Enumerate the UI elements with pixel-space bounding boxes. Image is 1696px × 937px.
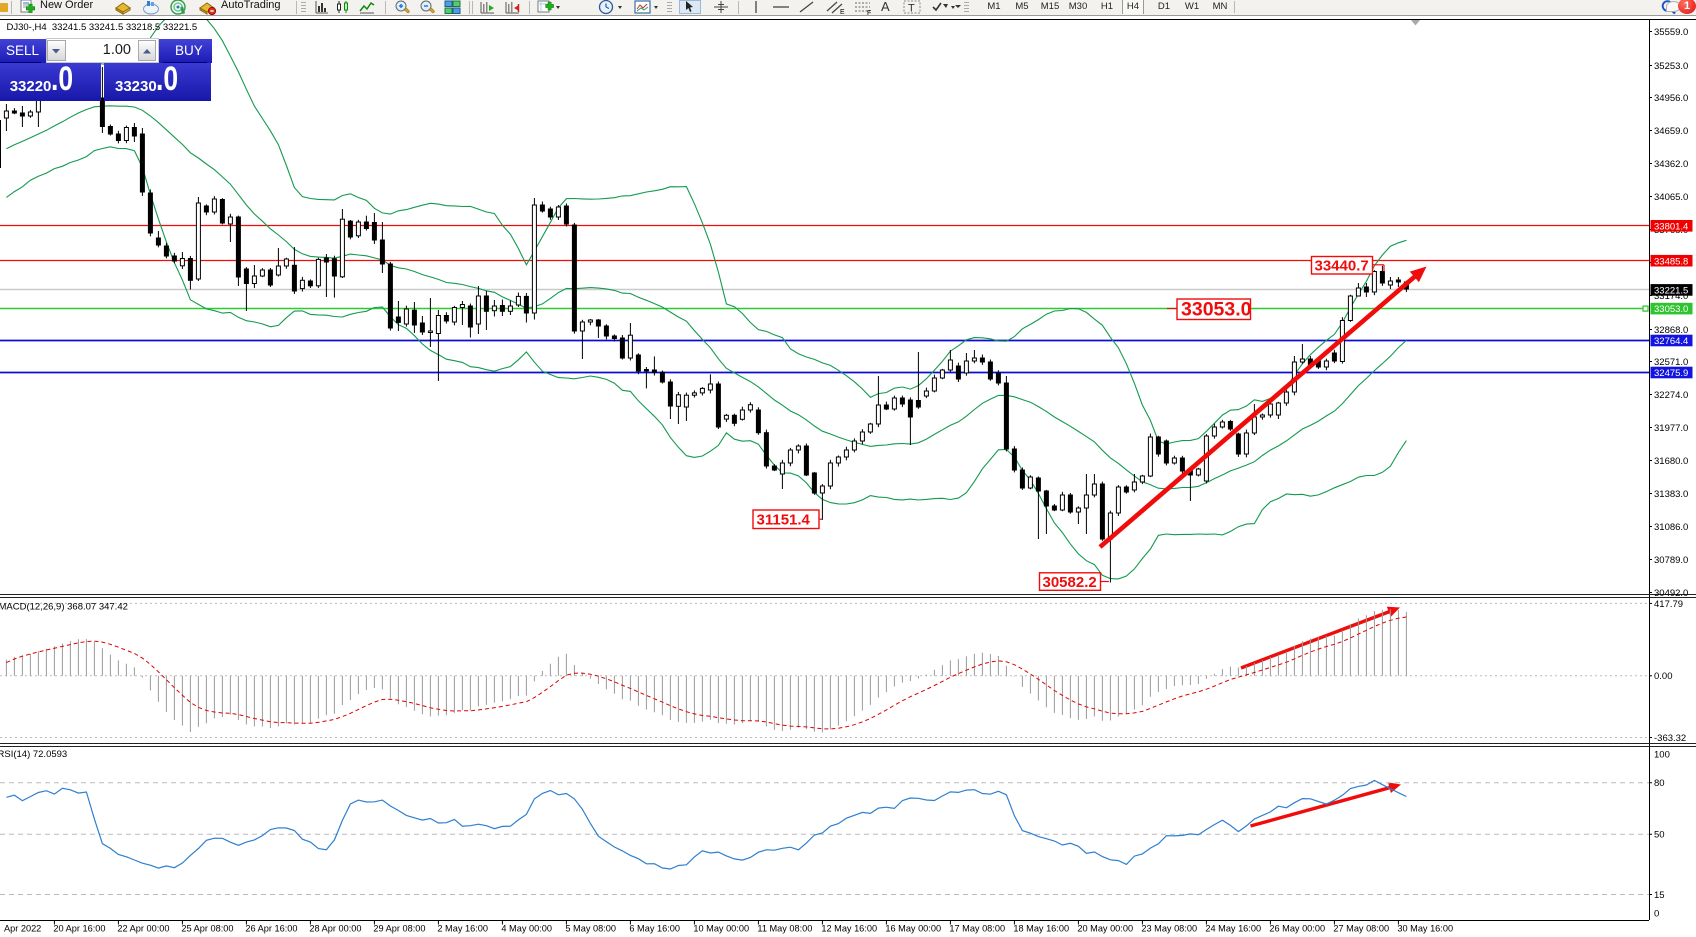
svg-text:417.79: 417.79 <box>1654 599 1683 610</box>
svg-text:27 May 08:00: 27 May 08:00 <box>1333 924 1389 934</box>
svg-text:32571.0: 32571.0 <box>1654 357 1688 368</box>
svg-text:28 Apr 00:00: 28 Apr 00:00 <box>309 924 361 934</box>
svg-text:30 May 16:00: 30 May 16:00 <box>1397 924 1453 934</box>
svg-text:26 May 00:00: 26 May 00:00 <box>1269 924 1325 934</box>
svg-text:E: E <box>840 9 845 15</box>
svg-text:2 May 16:00: 2 May 16:00 <box>437 924 488 934</box>
svg-text:33801.4: 33801.4 <box>1654 221 1688 232</box>
svg-text:32274.0: 32274.0 <box>1654 390 1688 401</box>
svg-text:22 Apr 00:00: 22 Apr 00:00 <box>117 924 169 934</box>
svg-text:33174.0: 33174.0 <box>1654 291 1688 302</box>
svg-text:34659.0: 34659.0 <box>1654 126 1688 137</box>
svg-text:50: 50 <box>1654 830 1665 841</box>
svg-text:31383.0: 31383.0 <box>1654 489 1688 500</box>
svg-text:31151.4: 31151.4 <box>757 512 811 529</box>
svg-text:18 May 16:00: 18 May 16:00 <box>1013 924 1069 934</box>
svg-text:T: T <box>908 3 915 15</box>
svg-text:MACD(12,26,9) 368.07 347.42: MACD(12,26,9) 368.07 347.42 <box>0 602 128 613</box>
svg-text:0: 0 <box>1654 909 1659 920</box>
svg-text:5 May 08:00: 5 May 08:00 <box>565 924 616 934</box>
svg-text:11 May 08:00: 11 May 08:00 <box>757 924 812 934</box>
svg-text:12 May 16:00: 12 May 16:00 <box>821 924 877 934</box>
svg-text:-363.32: -363.32 <box>1654 733 1686 744</box>
svg-text:35253.0: 35253.0 <box>1654 61 1688 72</box>
svg-text:F: F <box>867 10 871 15</box>
svg-text:4 May 00:00: 4 May 00:00 <box>501 924 552 934</box>
svg-text:6 May 16:00: 6 May 16:00 <box>629 924 680 934</box>
svg-text:29 Apr 08:00: 29 Apr 08:00 <box>373 924 425 934</box>
svg-text:15: 15 <box>1654 890 1665 901</box>
svg-text:31086.0: 31086.0 <box>1654 522 1688 533</box>
svg-text:24 May 16:00: 24 May 16:00 <box>1205 924 1261 934</box>
svg-text:32475.9: 32475.9 <box>1654 368 1688 379</box>
svg-text:31680.0: 31680.0 <box>1654 456 1688 467</box>
svg-text:23 May 08:00: 23 May 08:00 <box>1141 924 1197 934</box>
svg-text:25 Apr 08:00: 25 Apr 08:00 <box>181 924 233 934</box>
svg-text:30789.0: 30789.0 <box>1654 555 1688 566</box>
svg-text:30582.2: 30582.2 <box>1043 574 1097 591</box>
svg-text:26 Apr 16:00: 26 Apr 16:00 <box>245 924 297 934</box>
svg-text:0.00: 0.00 <box>1654 671 1673 682</box>
svg-text:33440.7: 33440.7 <box>1315 258 1369 275</box>
svg-text:33053.0: 33053.0 <box>1654 304 1688 315</box>
svg-text:16 May 00:00: 16 May 00:00 <box>885 924 941 934</box>
svg-text:DJ30-,H4 33241.5 33241.5 3321: DJ30-,H4 33241.5 33241.5 33218.5 33221.5 <box>7 22 198 33</box>
svg-text:32868.0: 32868.0 <box>1654 325 1688 336</box>
svg-text:Apr 2022: Apr 2022 <box>4 924 41 934</box>
svg-text:34362.0: 34362.0 <box>1654 159 1688 170</box>
svg-text:33053.0: 33053.0 <box>1181 299 1252 321</box>
svg-text:34065.0: 34065.0 <box>1654 192 1688 203</box>
svg-text:30492.0: 30492.0 <box>1654 588 1688 599</box>
svg-text:33485.8: 33485.8 <box>1654 256 1688 267</box>
svg-text:34956.0: 34956.0 <box>1654 93 1688 104</box>
svg-text:20 May 00:00: 20 May 00:00 <box>1077 924 1133 934</box>
svg-text:31977.0: 31977.0 <box>1654 423 1688 434</box>
svg-text:32764.4: 32764.4 <box>1654 336 1688 347</box>
svg-text:17 May 08:00: 17 May 08:00 <box>949 924 1005 934</box>
svg-text:33221.5: 33221.5 <box>1654 286 1688 297</box>
svg-text:100: 100 <box>1654 750 1670 761</box>
svg-text:20 Apr 16:00: 20 Apr 16:00 <box>53 924 105 934</box>
svg-text:10 May 00:00: 10 May 00:00 <box>693 924 749 934</box>
svg-text:35559.0: 35559.0 <box>1654 27 1688 38</box>
svg-text:80: 80 <box>1654 778 1665 789</box>
svg-text:RSI(14) 72.0593: RSI(14) 72.0593 <box>0 749 67 760</box>
